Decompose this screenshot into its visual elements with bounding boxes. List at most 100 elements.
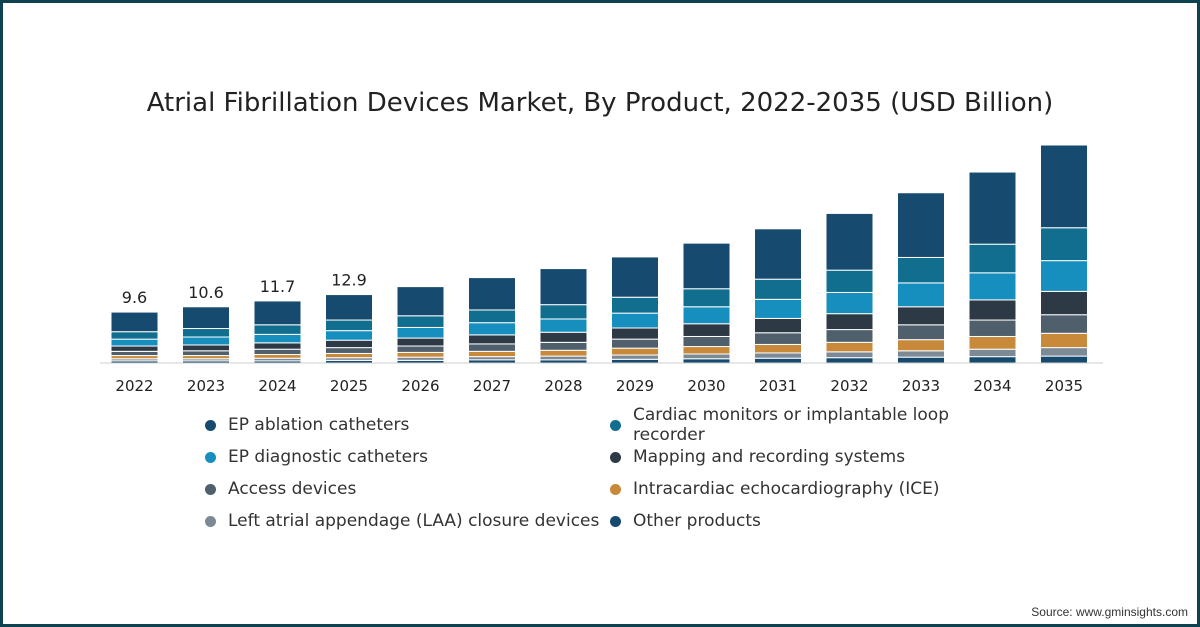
bar-segment bbox=[897, 282, 945, 308]
bar-segment bbox=[325, 339, 373, 349]
bar-segment bbox=[611, 256, 659, 298]
legend-item: EP diagnostic catheters bbox=[205, 446, 610, 468]
bar-2025 bbox=[325, 294, 373, 364]
bar-segment bbox=[468, 309, 516, 324]
bar-segment bbox=[110, 338, 159, 347]
bar-segment bbox=[968, 171, 1017, 245]
x-tick-label: 2028 bbox=[544, 377, 582, 395]
bar-segment bbox=[396, 345, 445, 353]
bar-segment bbox=[110, 331, 159, 340]
bar-segment bbox=[182, 344, 230, 352]
bar-segment bbox=[539, 355, 588, 361]
bar-segment bbox=[539, 331, 588, 343]
total-label: 10.6 bbox=[188, 283, 224, 302]
bar-segment bbox=[682, 353, 731, 360]
bar-segment bbox=[253, 348, 302, 356]
x-tick-label: 2033 bbox=[902, 377, 940, 395]
bar-segment bbox=[539, 349, 588, 357]
bar-segment bbox=[110, 350, 159, 357]
bar-segment bbox=[539, 341, 588, 351]
legend-marker bbox=[610, 515, 621, 527]
bar-segment bbox=[897, 350, 945, 358]
bar-segment bbox=[968, 319, 1017, 337]
x-tick-label: 2031 bbox=[759, 377, 797, 395]
bar-segment bbox=[754, 343, 802, 354]
bar-2034 bbox=[968, 171, 1017, 364]
x-tick-label: 2035 bbox=[1045, 377, 1083, 395]
bar-segment bbox=[1040, 332, 1088, 349]
x-tick-label: 2025 bbox=[330, 377, 368, 395]
legend-item: Left atrial appendage (LAA) closure devi… bbox=[205, 510, 610, 532]
bar-segment bbox=[968, 272, 1017, 301]
bar-segment bbox=[611, 312, 659, 329]
legend-item: Cardiac monitors or implantable loop rec… bbox=[610, 405, 1025, 445]
bar-segment bbox=[825, 269, 874, 293]
bar-segment bbox=[253, 342, 302, 350]
bar-segment bbox=[1040, 227, 1088, 262]
legend-item: Other products bbox=[610, 510, 1025, 532]
legend-marker bbox=[610, 419, 621, 431]
x-tick-label: 2032 bbox=[830, 377, 868, 395]
legend-marker bbox=[205, 515, 216, 527]
legend-item: Access devices bbox=[205, 478, 610, 500]
bar-segment bbox=[1040, 314, 1088, 334]
bar-segment bbox=[325, 330, 373, 341]
legend-label: Left atrial appendage (LAA) closure devi… bbox=[228, 511, 600, 531]
x-tick-label: 2030 bbox=[687, 377, 725, 395]
x-tick-label: 2029 bbox=[616, 377, 654, 395]
legend-marker bbox=[610, 451, 621, 463]
bar-segment bbox=[897, 256, 945, 284]
bar-segment bbox=[897, 356, 945, 364]
legend-marker bbox=[205, 483, 216, 495]
legend-item: Mapping and recording systems bbox=[610, 446, 1025, 468]
bar-2028 bbox=[539, 268, 588, 364]
bar-segment bbox=[1040, 260, 1088, 292]
total-labels: 9.6 10.6 11.7 12.9 bbox=[122, 271, 367, 308]
bar-segment bbox=[682, 242, 731, 290]
bar-segment bbox=[825, 329, 874, 343]
bar-segment bbox=[754, 332, 802, 345]
bar-segment bbox=[754, 352, 802, 359]
bar-segment bbox=[325, 347, 373, 354]
x-tick-label: 2024 bbox=[258, 377, 296, 395]
total-label: 11.7 bbox=[260, 277, 296, 296]
bar-segment bbox=[897, 306, 945, 326]
bar-segment bbox=[468, 350, 516, 358]
total-label: 12.9 bbox=[331, 271, 367, 290]
bar-2026 bbox=[396, 286, 445, 364]
bar-segment bbox=[539, 318, 588, 333]
bar-segment bbox=[396, 351, 445, 358]
bar-segment bbox=[611, 358, 659, 364]
bar-segment bbox=[968, 299, 1017, 321]
bar-segment bbox=[468, 277, 516, 311]
bar-segment bbox=[253, 324, 302, 335]
bar-segment bbox=[754, 298, 802, 319]
bar-segment bbox=[253, 354, 302, 359]
legend-label: EP diagnostic catheters bbox=[228, 447, 428, 467]
legend-label: Access devices bbox=[228, 479, 357, 499]
bar-segment bbox=[682, 346, 731, 355]
bar-segment bbox=[182, 336, 230, 346]
chart-title: Atrial Fibrillation Devices Market, By P… bbox=[146, 88, 1054, 118]
bar-segment bbox=[468, 322, 516, 336]
bar-2032 bbox=[825, 212, 874, 364]
bar-segment bbox=[611, 327, 659, 340]
legend-item: Intracardiac echocardiography (ICE) bbox=[610, 478, 1025, 500]
bar-segment bbox=[968, 348, 1017, 358]
bar-segment bbox=[611, 354, 659, 360]
bar-segment bbox=[825, 341, 874, 353]
bar-2030 bbox=[682, 242, 731, 364]
bar-segment bbox=[968, 356, 1017, 364]
x-tick-label: 2027 bbox=[473, 377, 511, 395]
bar-segment bbox=[754, 278, 802, 300]
bar-segment bbox=[825, 212, 874, 271]
bar-segment bbox=[611, 347, 659, 356]
bar-segment bbox=[825, 351, 874, 359]
bar-segment bbox=[1040, 144, 1088, 229]
bar-segment bbox=[539, 268, 588, 306]
bar-segment bbox=[182, 350, 230, 357]
bar-segment bbox=[539, 304, 588, 320]
x-tick-label: 2023 bbox=[187, 377, 225, 395]
bar-segment bbox=[1040, 290, 1088, 316]
